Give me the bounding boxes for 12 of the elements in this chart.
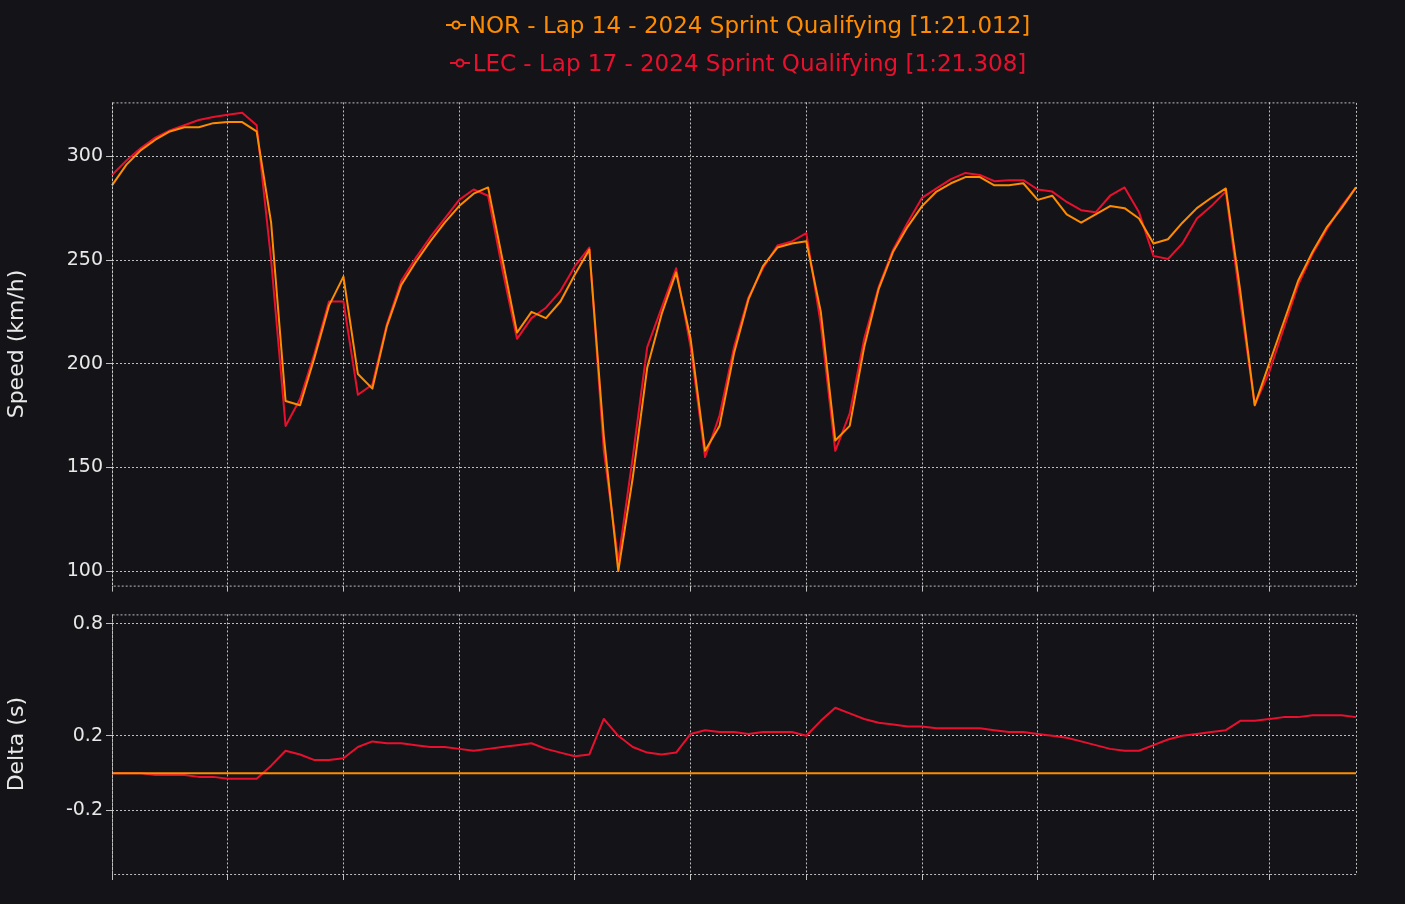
y-tick-label: -0.2 xyxy=(65,797,103,820)
y-axis-title: Delta (s) xyxy=(2,697,28,792)
y-tick-label: 100 xyxy=(66,558,103,581)
legend-label: NOR - Lap 14 - 2024 Sprint Qualifying [1:21.012] xyxy=(468,11,1031,40)
y-tick-label: 0.8 xyxy=(72,610,103,633)
y-tick-label: 150 xyxy=(66,454,103,477)
y-tick-label: 250 xyxy=(66,246,103,269)
legend-label: LEC - Lap 17 - 2024 Sprint Qualifying [1:21.308] xyxy=(472,49,1027,78)
y-tick-label: 0.2 xyxy=(72,722,103,745)
y-axis-title: Speed (km/h) xyxy=(2,269,28,419)
y-tick-label: 300 xyxy=(66,143,103,166)
y-tick-label: 200 xyxy=(66,350,103,373)
